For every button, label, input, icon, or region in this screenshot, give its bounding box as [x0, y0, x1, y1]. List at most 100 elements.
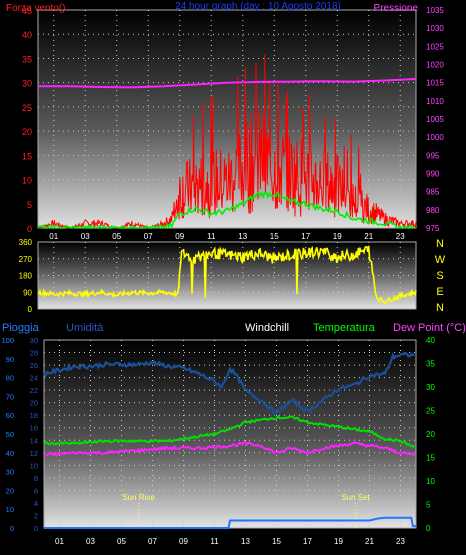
- y-tick-label: 80: [6, 374, 14, 383]
- y-tick-label: 6: [34, 486, 38, 495]
- y-tick-label: 2: [34, 511, 38, 520]
- x-tick-label: 01: [49, 232, 58, 241]
- compass-label: E: [436, 286, 443, 298]
- y-tick-label: 60: [6, 411, 14, 420]
- y-tick-label: 10: [6, 505, 14, 514]
- x-tick-label: 11: [207, 232, 216, 241]
- y-tick-label: 14: [30, 436, 38, 445]
- y-tick-label: 30: [30, 336, 38, 345]
- climate-x-axis: 01 03 05 07 09 11 13 15 17 19 21 23: [55, 537, 405, 546]
- dewpoint-line: [43, 440, 415, 457]
- x-tick-label: 23: [396, 537, 405, 546]
- sun-marker-label: Sun Set: [341, 493, 370, 502]
- x-tick-label: 19: [334, 537, 343, 546]
- y-tick-label: 1015: [426, 79, 444, 88]
- y-tick-label: 0: [10, 524, 14, 533]
- y-tick-label: 18: [30, 411, 38, 420]
- y-tick-label: 35: [426, 360, 435, 369]
- wind-speed-series: [37, 54, 417, 230]
- wind-axis-label: Forza vento(): [6, 3, 65, 14]
- temperature-line: [43, 414, 416, 449]
- y-tick-label: 975: [426, 224, 440, 233]
- y-tick-label: 20: [6, 486, 14, 495]
- wind-gust-line: [37, 190, 416, 230]
- y-tick-label: 30: [6, 468, 14, 477]
- x-tick-label: 05: [117, 537, 126, 546]
- compass-label: S: [436, 270, 443, 282]
- windchill-label: Windchill: [245, 322, 289, 334]
- y-tick-label: 25: [22, 103, 32, 113]
- y-tick-label: 10: [22, 176, 32, 186]
- x-tick-label: 01: [55, 537, 64, 546]
- y-tick-label: 20: [30, 399, 38, 408]
- x-tick-label: 09: [179, 537, 188, 546]
- y-tick-label: 360: [19, 238, 33, 247]
- humidity-label: Umidità: [66, 322, 104, 334]
- compass-label: N: [436, 238, 444, 250]
- climate-panel: Pioggia Umidità Windchill Temperatura De…: [1, 322, 465, 546]
- y-tick-label: 15: [22, 151, 32, 161]
- y-tick-label: 1035: [426, 6, 444, 15]
- sun-annotations: Sun Rise Sun Set: [122, 493, 371, 528]
- y-tick-label: 980: [426, 206, 440, 215]
- y-tick-label: 40: [22, 30, 32, 40]
- y-tick-label: 10: [426, 477, 435, 486]
- y-tick-label: 100: [1, 336, 14, 345]
- x-tick-label: 05: [112, 232, 121, 241]
- x-tick-label: 17: [303, 537, 312, 546]
- rain-line: [44, 516, 416, 529]
- y-tick-label: 90: [23, 288, 32, 297]
- compass-label: N: [436, 302, 444, 314]
- temperature-series: [43, 414, 416, 449]
- y-tick-label: 1010: [426, 97, 444, 106]
- x-tick-label: 07: [148, 537, 157, 546]
- y-tick-label: 995: [426, 151, 440, 160]
- x-tick-label: 13: [238, 232, 247, 241]
- pressure-series: [38, 78, 417, 89]
- y-tick-label: 20: [426, 430, 435, 439]
- y-tick-label: 270: [19, 255, 33, 264]
- wind-direction-series: [37, 245, 417, 305]
- y-tick-label: 985: [426, 188, 440, 197]
- dewpoint-series: [43, 440, 415, 457]
- x-tick-label: 03: [81, 232, 90, 241]
- y-tick-label: 5: [426, 501, 431, 510]
- y-tick-label: 28: [30, 349, 38, 358]
- x-tick-label: 15: [270, 232, 279, 241]
- y-tick-label: 45: [22, 6, 32, 16]
- y-tick-label: 0: [426, 524, 431, 533]
- y-tick-label: 26: [30, 361, 38, 370]
- humidity-line: [43, 351, 415, 416]
- rain-series: [44, 516, 416, 529]
- y-tick-label: 35: [22, 54, 32, 64]
- y-tick-label: 4: [34, 499, 38, 508]
- y-tick-label: 0: [34, 524, 38, 533]
- y-tick-label: 0: [27, 224, 32, 234]
- x-tick-label: 09: [175, 232, 184, 241]
- y-tick-label: 10: [30, 461, 38, 470]
- x-tick-label: 19: [333, 232, 342, 241]
- y-tick-label: 22: [30, 386, 38, 395]
- y-tick-label: 30: [426, 383, 435, 392]
- y-tick-label: 990: [426, 170, 440, 179]
- y-tick-label: 16: [30, 424, 38, 433]
- x-tick-label: 21: [365, 537, 374, 546]
- pressure-line: [38, 78, 417, 89]
- temperature-label: Temperatura: [313, 322, 376, 334]
- y-tick-label: 40: [426, 336, 435, 345]
- x-tick-label: 21: [364, 232, 373, 241]
- y-tick-label: 30: [22, 79, 32, 89]
- y-tick-label: 20: [22, 127, 32, 137]
- y-tick-label: 5: [27, 200, 32, 210]
- wind-pressure-x-axis: 01 03 05 07 09 11 13 15 17 19 21 23: [49, 232, 405, 241]
- dewpoint-label: Dew Point (°C): [393, 322, 466, 334]
- y-tick-label: 1020: [426, 61, 444, 70]
- rain-label: Pioggia: [2, 322, 40, 334]
- y-tick-label: 70: [6, 392, 14, 401]
- x-tick-label: 07: [144, 232, 153, 241]
